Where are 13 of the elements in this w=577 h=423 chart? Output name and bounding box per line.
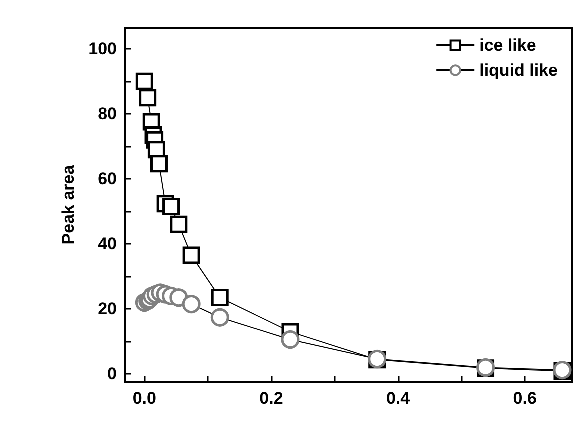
y-tick-label: 60 — [98, 170, 117, 189]
y-tick-label: 100 — [88, 40, 117, 59]
y-axis-title: Peak area — [59, 164, 78, 245]
y-tick-label: 80 — [98, 104, 117, 124]
x-tick-label: 0.4 — [386, 389, 411, 408]
x-tick-label: 0.2 — [260, 389, 284, 408]
y-tick-label: 0 — [108, 364, 117, 384]
legend-label: ice like — [480, 36, 536, 55]
x-tick-label: 0.6 — [513, 389, 537, 408]
x-tick-label: 0.0 — [132, 389, 156, 408]
y-tick-label: 20 — [98, 300, 117, 319]
legend-label: liquid like — [480, 61, 558, 80]
y-tick-label: 40 — [98, 234, 117, 254]
